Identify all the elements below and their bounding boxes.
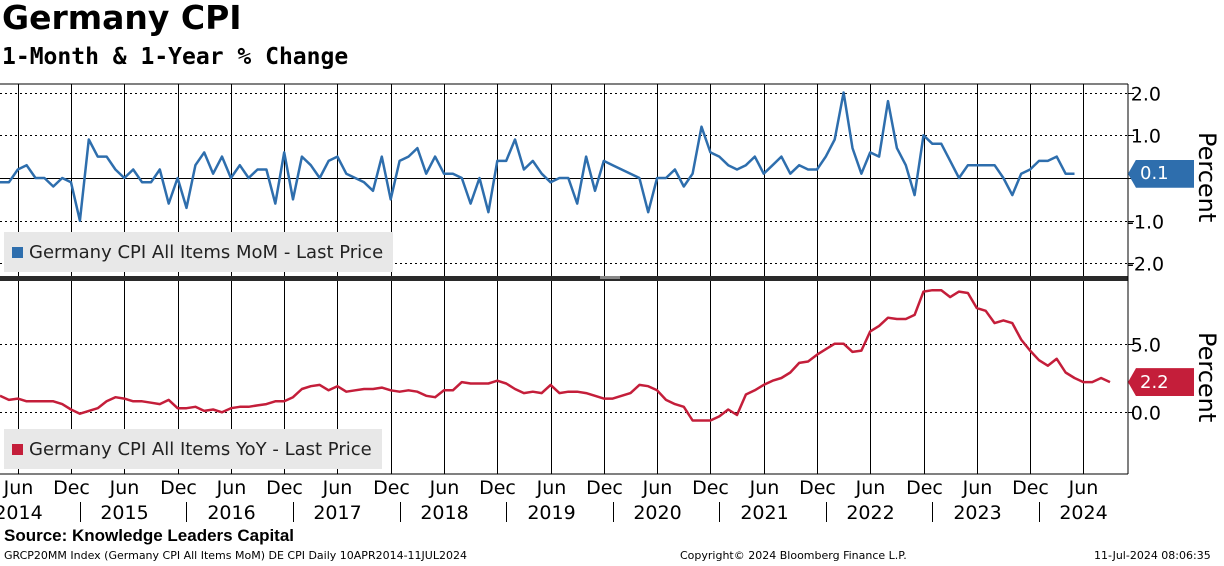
x-tick-label: Dec: [692, 477, 729, 499]
x-tick-label: Dec: [479, 477, 516, 499]
x-tick-label: Dec: [1012, 477, 1049, 499]
source-note: Source: Knowledge Leaders Capital: [4, 526, 295, 545]
legend-yoy: Germany CPI All Items YoY - Last Price: [4, 429, 382, 469]
x-tick-label: Jun: [429, 477, 460, 499]
panel-divider-grip: [600, 276, 620, 279]
x-tick-label: Jun: [3, 477, 34, 499]
x-tick-label: Jun: [1068, 477, 1099, 499]
legend-mom: Germany CPI All Items MoM - Last Price: [4, 232, 394, 272]
x-tick-year-label: 2014: [0, 502, 43, 524]
footer-timestamp: 11-Jul-2024 08:06:35: [1094, 549, 1211, 562]
panel-divider: [0, 276, 1128, 281]
yoy-y-tick-label: 5.0: [1127, 335, 1161, 357]
mom-y-tick-label: 2.0: [1127, 84, 1161, 106]
series-layer: [0, 91, 1111, 422]
mom-axis-unit-label: Percent: [1193, 132, 1221, 223]
x-tick-label: Dec: [266, 477, 303, 499]
x-tick-year-label: 2019: [527, 502, 575, 524]
x-tick-label: Jun: [962, 477, 993, 499]
mom-last-value: 0.1: [1140, 163, 1169, 185]
x-tick-label: Jun: [322, 477, 353, 499]
x-tick-label: Dec: [53, 477, 90, 499]
footer-left: GRCP20MM Index (Germany CPI All Items Mo…: [4, 549, 467, 562]
mom-last-value-tag: 0.1: [1128, 159, 1194, 188]
x-tick-label: Jun: [855, 477, 886, 499]
mom-y-tick-label: 1.0: [1127, 126, 1161, 148]
x-tick-label: Jun: [216, 477, 247, 499]
yoy-series-line: [0, 288, 1111, 422]
legend-mom-label: Germany CPI All Items MoM - Last Price: [29, 241, 384, 263]
legend-yoy-swatch: [12, 443, 23, 455]
x-tick-label: Jun: [642, 477, 673, 499]
x-tick-year-label: 2020: [633, 502, 681, 524]
yoy-y-tick-label: 0.0: [1127, 403, 1161, 425]
x-tick-label: Dec: [586, 477, 623, 499]
x-tick-label: Jun: [109, 477, 140, 499]
x-tick-year-label: 2022: [846, 502, 894, 524]
mom-y-tick-label: -2.0: [1127, 254, 1164, 276]
x-tick-label: Dec: [373, 477, 410, 499]
x-tick-labels: Jun 2014 Dec Jun 2015 Dec Jun 2016 Dec Jun 2017 Dec…: [0, 477, 1108, 524]
x-tick-year-label: 2023: [953, 502, 1001, 524]
chart-subtitle: 1-Month & 1-Year % Change: [2, 44, 349, 70]
x-tick-label: Jun: [749, 477, 780, 499]
x-tick-year-label: 2015: [100, 502, 148, 524]
axis-layer: 2.0 1.0 -1.0 -2.0 5.0 0.0: [0, 83, 1164, 475]
x-tick-label: Dec: [160, 477, 197, 499]
mom-y-tick-label: -1.0: [1127, 212, 1164, 234]
chart-title: Germany CPI: [2, 0, 242, 37]
x-tick-year-label: 2016: [207, 502, 255, 524]
yoy-last-value-tag: 2.2: [1128, 368, 1194, 397]
yoy-axis-unit-label: Percent: [1193, 332, 1221, 423]
x-tick-label: Dec: [906, 477, 943, 499]
x-tick-year-label: 2024: [1059, 502, 1107, 524]
x-tick-year-label: 2018: [420, 502, 468, 524]
x-tick-label: Jun: [536, 477, 567, 499]
footer-copyright: Copyright© 2024 Bloomberg Finance L.P.: [680, 549, 907, 562]
legend-mom-swatch: [12, 246, 23, 258]
mom-series-line: [0, 91, 1075, 222]
x-tick-label: Dec: [799, 477, 836, 499]
x-tick-year-label: 2017: [313, 502, 361, 524]
x-tick-year-label: 2021: [740, 502, 788, 524]
legend-yoy-label: Germany CPI All Items YoY - Last Price: [29, 438, 372, 460]
yoy-last-value: 2.2: [1140, 371, 1169, 393]
